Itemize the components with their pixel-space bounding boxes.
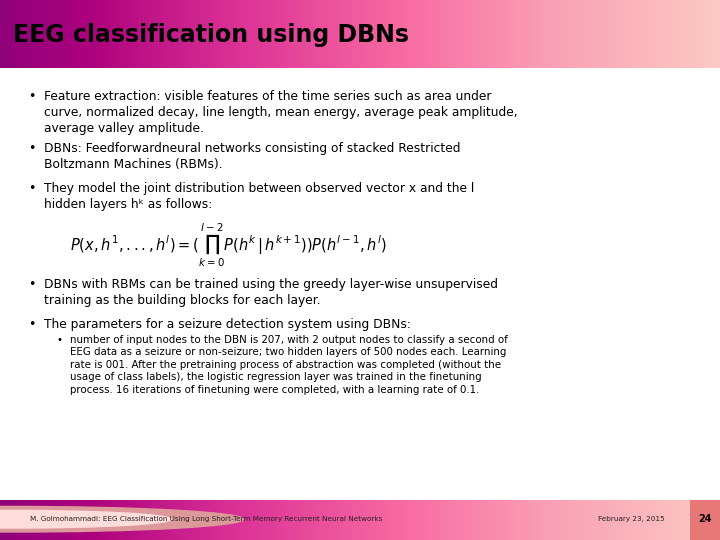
Text: •: •	[28, 90, 35, 103]
Text: They model the joint distribution between observed vector x and the l
hidden lay: They model the joint distribution betwee…	[44, 182, 474, 211]
Text: EEG classification using DBNs: EEG classification using DBNs	[13, 23, 409, 48]
Bar	[690, 500, 720, 540]
Circle shape	[0, 507, 243, 532]
Text: •: •	[28, 182, 35, 195]
Text: Feature extraction: visible features of the time series such as area under
curve: Feature extraction: visible features of …	[44, 90, 518, 135]
Text: number of input nodes to the DBN is 207, with 2 output nodes to classify a secon: number of input nodes to the DBN is 207,…	[70, 335, 508, 395]
Text: February 23, 2015: February 23, 2015	[598, 516, 665, 522]
Text: DBNs with RBMs can be trained using the greedy layer-wise unsupervised
training : DBNs with RBMs can be trained using the …	[44, 278, 498, 307]
Text: •: •	[28, 142, 35, 155]
Text: M. Golmohammadi: EEG Classification Using Long Short-Term Memory Recurrent Neura: M. Golmohammadi: EEG Classification Usin…	[30, 516, 382, 522]
Text: •: •	[56, 335, 62, 345]
Text: 24: 24	[698, 514, 711, 524]
Text: The parameters for a seizure detection system using DBNs:: The parameters for a seizure detection s…	[44, 318, 411, 331]
Text: •: •	[28, 318, 35, 331]
Text: DBNs: Feedforwardneural networks consisting of stacked Restricted
Boltzmann Mach: DBNs: Feedforwardneural networks consist…	[44, 142, 461, 171]
Text: •: •	[28, 278, 35, 291]
Text: $P(x, h^1, ... , h^l) = (\prod_{k=0}^{l-2} P(h^k\,|\,h^{k+1}))P(h^{l-1}, h^l)$: $P(x, h^1, ... , h^l) = (\prod_{k=0}^{l-…	[70, 222, 387, 269]
Circle shape	[0, 510, 171, 528]
